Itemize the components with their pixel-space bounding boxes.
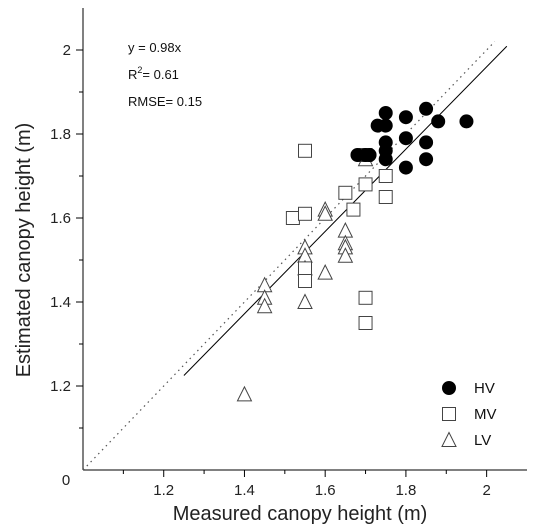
point-hv [398, 110, 413, 125]
point-mv [358, 290, 373, 305]
equation-label: y = 0.98x [128, 40, 182, 55]
point-hv [419, 101, 434, 116]
y-axis-title: Estimated canopy height (m) [13, 123, 35, 378]
y-tick-label: 1.4 [50, 294, 71, 311]
point-mv [378, 190, 393, 204]
x-axis-title: Measured canopy height (m) [173, 503, 428, 525]
point-mv [285, 211, 300, 225]
point-mv [298, 261, 312, 276]
x-tick-label: 1.2 [153, 482, 174, 499]
y-tick-label: 1.2 [50, 378, 71, 395]
legend-label-hv: HV [474, 380, 495, 397]
fit-line-layer [183, 45, 508, 376]
x-tick-label: 1.8 [395, 482, 416, 499]
r2-label: R2= 0.61 [128, 65, 179, 82]
point-mv [338, 185, 353, 200]
point-mv [298, 143, 312, 158]
y-tick-label: 1.8 [50, 126, 71, 143]
fit-line [183, 45, 508, 376]
legend-marker-hv [442, 381, 456, 395]
point-lv [297, 293, 313, 309]
point-hv [378, 118, 393, 133]
point-hv [362, 148, 377, 162]
point-mv [298, 206, 312, 221]
y-tick-label: 2 [63, 42, 71, 59]
point-lv [317, 205, 333, 221]
point-hv [431, 114, 446, 129]
x-tick-label: 2 [482, 482, 490, 499]
point-lv [256, 297, 273, 314]
origin-label: 0 [62, 472, 70, 489]
point-hv [419, 135, 434, 150]
rmse-label: RMSE= 0.15 [128, 94, 202, 109]
point-hv [398, 131, 413, 146]
legend-marker-mv [442, 407, 456, 421]
chart-frame [82, 8, 527, 471]
legend-label-mv: MV [474, 406, 497, 423]
x-tick-label: 1.6 [315, 482, 336, 499]
point-hv [398, 160, 413, 175]
point-hv [378, 106, 393, 120]
legend-marker-lv [441, 431, 457, 447]
point-lv [317, 263, 333, 280]
legend-label-lv: LV [474, 432, 491, 449]
x-tick-label: 1.4 [234, 482, 255, 499]
point-mv [298, 274, 312, 288]
point-mv [378, 169, 393, 183]
ticks-layer: 1.2 1.4 1.6 1.8 2 1.2 1.4 1.6 1.8 2 [50, 42, 491, 499]
point-mv [358, 316, 373, 330]
points-layer [236, 101, 474, 402]
legend: HV MV LV [441, 380, 497, 449]
y-tick-label: 1.6 [50, 210, 71, 227]
point-hv [459, 114, 474, 129]
point-mv [358, 177, 373, 192]
point-hv [419, 152, 434, 167]
point-hv [378, 152, 393, 167]
point-mv [346, 202, 361, 217]
point-lv [236, 385, 253, 402]
annotations: y = 0.98x R2= 0.61 RMSE= 0.15 [128, 40, 202, 109]
point-lv [337, 247, 354, 263]
